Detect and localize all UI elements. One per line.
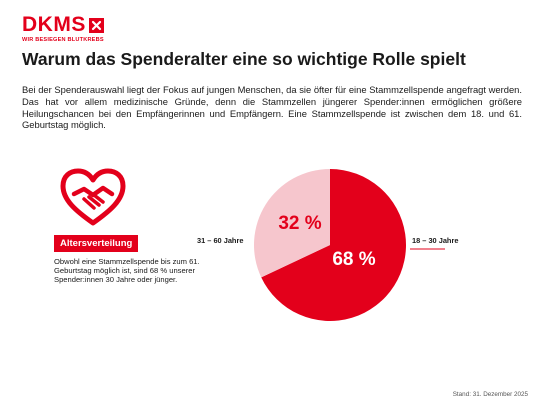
dkms-logo: DKMS WIR BESIEGEN BLUTKREBS <box>22 14 104 43</box>
heart-handshake-icon <box>60 168 126 226</box>
pie-category-label: 31 – 60 Jahre <box>197 236 243 245</box>
logo-tagline: WIR BESIEGEN BLUTKREBS <box>22 37 104 43</box>
pie-value-label: 32 % <box>278 213 321 234</box>
section-badge: Altersverteilung <box>54 235 139 252</box>
pie-slice <box>254 169 330 278</box>
pie-value-label: 68 % <box>332 249 375 270</box>
stand-date: Stand: 31. Dezember 2025 <box>452 391 528 398</box>
logo-text: DKMS <box>22 13 86 36</box>
logo-x-icon <box>88 17 104 33</box>
page-title: Warum das Spenderalter eine so wichtige … <box>22 49 466 69</box>
distribution-note: Obwohl eine Stammzellspende bis zum 61. … <box>54 257 200 284</box>
logo-wordmark: DKMS <box>22 14 104 36</box>
pie-category-label: 18 – 30 Jahre <box>412 236 458 245</box>
intro-text: Bei der Spenderauswahl liegt der Fokus a… <box>22 84 522 131</box>
pie-slice <box>261 169 407 321</box>
